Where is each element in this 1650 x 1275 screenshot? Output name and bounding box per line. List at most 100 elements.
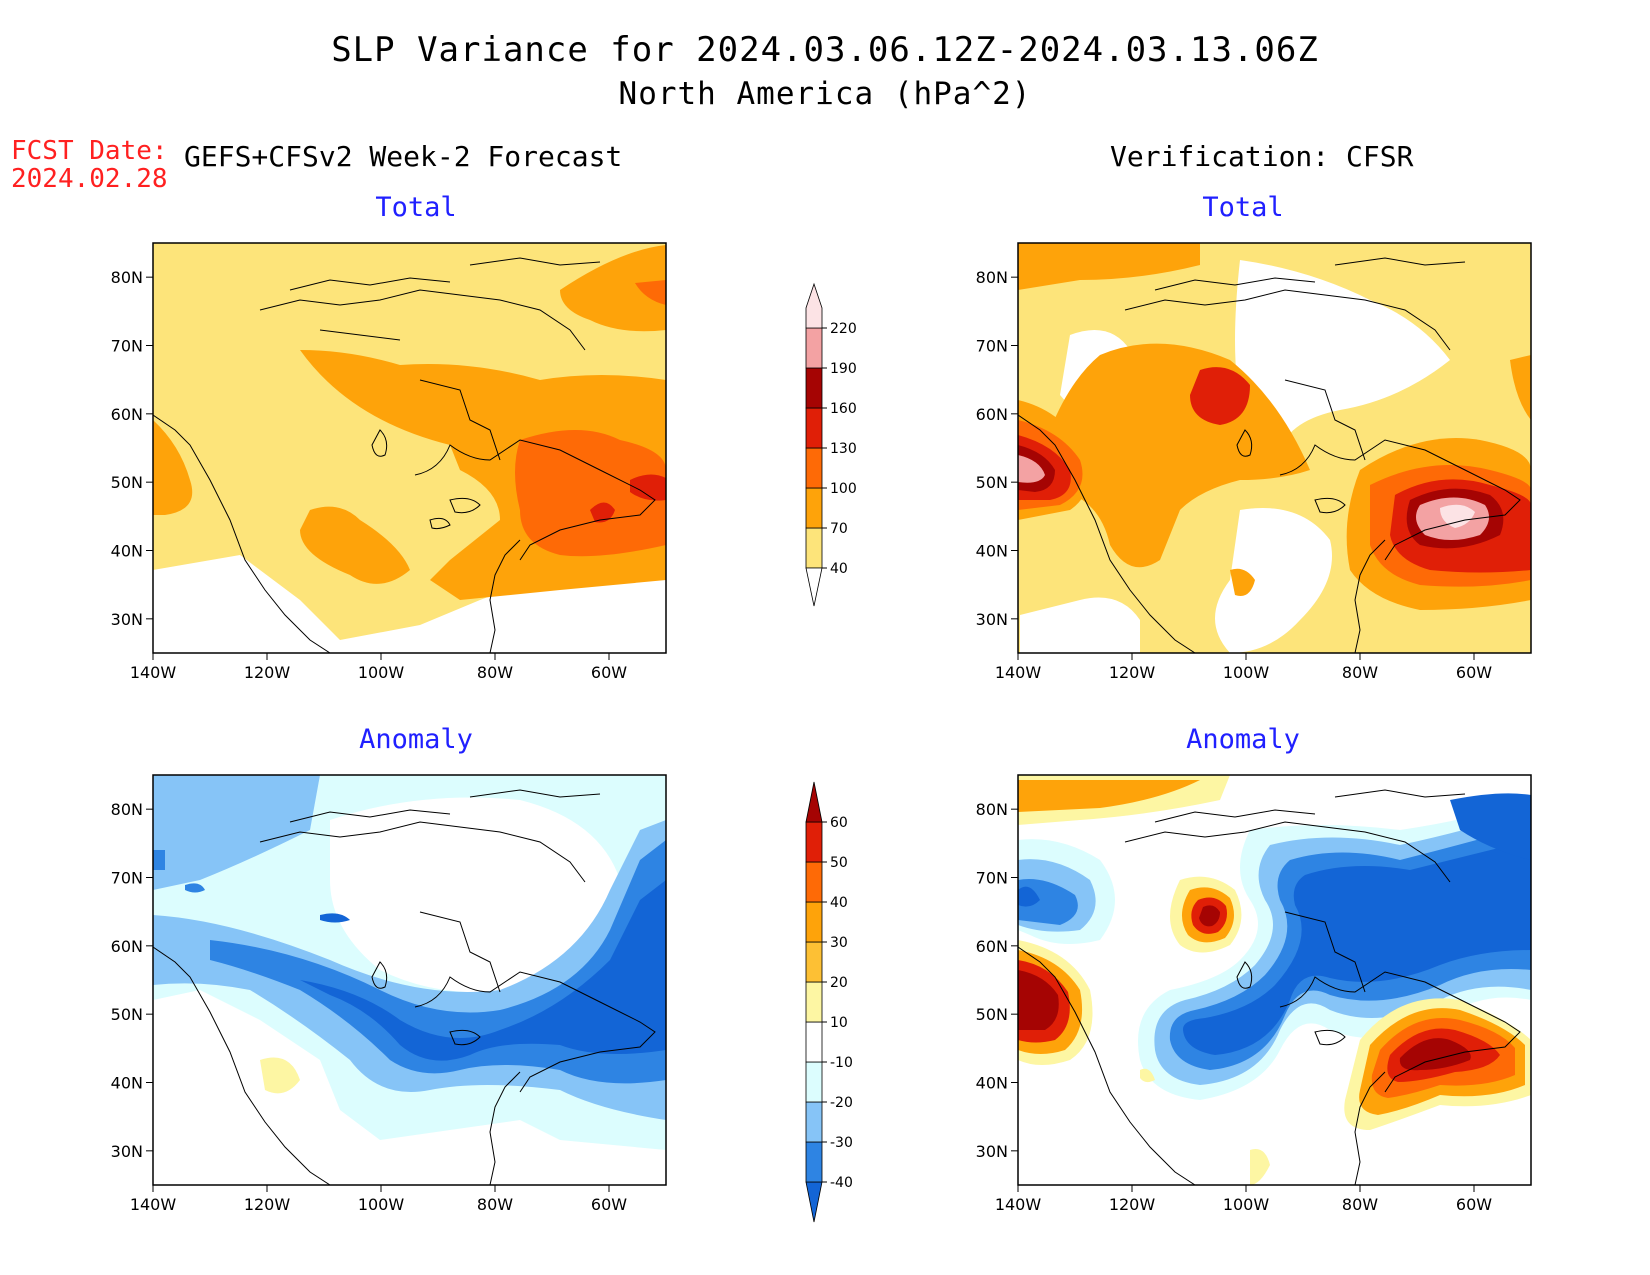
colorbar-label: 10	[830, 1015, 848, 1031]
lat-tick-label: 50N	[976, 1005, 1008, 1024]
fcst-date-label: FCST Date:	[11, 136, 168, 166]
colorbar-segment	[805, 447, 823, 489]
lon-tick-label: 80W	[1342, 663, 1378, 682]
colorbar-label: -10	[830, 1055, 853, 1071]
lon-tick-label: 60W	[591, 663, 627, 682]
colorbar-segment	[805, 861, 823, 903]
lon-tick-label: 60W	[1456, 1195, 1492, 1214]
forecast-total-axes: 80N 70N 60N 50N 40N 30N 140W 120W 100W 80W 60W	[111, 268, 628, 682]
lat-tick-label: 60N	[976, 405, 1008, 424]
lon-tick-label: 100W	[358, 663, 405, 682]
colorbar-label: 160	[830, 401, 857, 417]
colorbar-label: 60	[830, 815, 848, 831]
lat-tick-label: 50N	[111, 473, 143, 492]
lat-tick-label: 80N	[111, 800, 143, 819]
colorbar-label: 30	[830, 935, 848, 951]
lon-tick-label: 80W	[1342, 1195, 1378, 1214]
colorbar-label: 130	[830, 441, 857, 457]
forecast-anomaly-axes: 80N 70N 60N 50N 40N 30N 140W 120W 100W 80W 60W	[111, 800, 628, 1214]
forecast-column-header: GEFS+CFSv2 Week-2 Forecast	[184, 140, 623, 173]
colorbar-label: 40	[830, 561, 848, 577]
colorbar-label: -40	[830, 1175, 853, 1191]
colorbar-segment	[805, 1061, 823, 1103]
colorbar-segment	[805, 941, 823, 983]
lat-tick-label: 50N	[976, 473, 1008, 492]
lat-tick-label: 80N	[976, 800, 1008, 819]
lon-tick-label: 60W	[1456, 663, 1492, 682]
figure-title: SLP Variance for 2024.03.06.12Z-2024.03.…	[331, 30, 1319, 70]
lon-tick-label: 80W	[477, 1195, 513, 1214]
colorbar-segment	[805, 901, 823, 943]
colorbar-top-arrow	[805, 781, 823, 823]
colorbar-label: 70	[830, 521, 848, 537]
lon-tick-label: 60W	[591, 1195, 627, 1214]
lon-tick-label: 120W	[1109, 663, 1156, 682]
verification-anomaly-map	[1017, 774, 1532, 1186]
colorbar-bottom-arrow	[805, 1181, 823, 1223]
verification-column-header: Verification: CFSR	[1110, 140, 1414, 173]
lon-tick-label: 140W	[995, 1195, 1042, 1214]
colorbar-segment	[805, 1021, 823, 1063]
lon-tick-label: 140W	[130, 663, 177, 682]
lat-tick-label: 80N	[976, 268, 1008, 287]
colorbar-bottom-arrow	[805, 567, 823, 607]
lat-tick-label: 60N	[111, 405, 143, 424]
colorbar-segment	[805, 1141, 823, 1183]
colorbar-segment	[805, 1101, 823, 1143]
forecast-total-map	[152, 242, 667, 654]
colorbar-top-arrow	[805, 282, 823, 329]
colorbar-segment	[805, 821, 823, 863]
lat-tick-label: 40N	[976, 1074, 1008, 1093]
colorbar-segment	[805, 981, 823, 1023]
lon-tick-label: 120W	[1109, 1195, 1156, 1214]
colorbar-segment	[805, 367, 823, 409]
lat-tick-label: 30N	[111, 610, 143, 629]
forecast-total-title: Total	[375, 192, 457, 223]
lon-tick-label: 120W	[244, 1195, 291, 1214]
forecast-anomaly-map	[152, 774, 667, 1186]
colorbar-label: -20	[830, 1095, 853, 1111]
colorbar-label: 220	[830, 321, 857, 337]
forecast-anomaly-title: Anomaly	[359, 724, 473, 755]
colorbar-segment	[805, 407, 823, 449]
lon-tick-label: 140W	[995, 663, 1042, 682]
colorbar-label: 190	[830, 361, 857, 377]
colorbar-label: 100	[830, 481, 857, 497]
lat-tick-label: 60N	[111, 937, 143, 956]
lon-tick-label: 120W	[244, 663, 291, 682]
lon-tick-label: 100W	[1223, 1195, 1270, 1214]
lat-tick-label: 30N	[976, 610, 1008, 629]
lat-tick-label: 30N	[976, 1142, 1008, 1161]
lon-tick-label: 80W	[477, 663, 513, 682]
figure-subtitle: North America (hPa^2)	[618, 76, 1032, 112]
lat-tick-label: 70N	[976, 337, 1008, 356]
colorbar-segment	[805, 327, 823, 369]
lon-tick-label: 100W	[358, 1195, 405, 1214]
lat-tick-label: 60N	[976, 937, 1008, 956]
lat-tick-label: 70N	[976, 869, 1008, 888]
colorbar-label: -30	[830, 1135, 853, 1151]
lon-tick-label: 140W	[130, 1195, 177, 1214]
colorbar-segment	[805, 527, 823, 569]
lat-tick-label: 40N	[111, 542, 143, 561]
lat-tick-label: 40N	[976, 542, 1008, 561]
verification-total-axes: 80N 70N 60N 50N 40N 30N 140W 120W 100W 80W 60W	[976, 268, 1493, 682]
colorbar-label: 40	[830, 895, 848, 911]
lon-tick-label: 100W	[1223, 663, 1270, 682]
fcst-date-value: 2024.02.28	[11, 164, 168, 194]
verification-total-title: Total	[1202, 192, 1284, 223]
lat-tick-label: 70N	[111, 337, 143, 356]
verification-anomaly-axes: 80N 70N 60N 50N 40N 30N 140W 120W 100W 80W 60W	[976, 800, 1493, 1214]
verification-total-map	[1017, 242, 1532, 654]
anomaly-colorbar: -40 -30 -20 -10 10 20 30 40 50 60	[805, 781, 853, 1223]
verification-anomaly-title: Anomaly	[1186, 724, 1300, 755]
colorbar-label: 20	[830, 975, 848, 991]
colorbar-segment	[805, 487, 823, 529]
lat-tick-label: 40N	[111, 1074, 143, 1093]
lat-tick-label: 50N	[111, 1005, 143, 1024]
lat-tick-label: 70N	[111, 869, 143, 888]
total-colorbar: 40 70 100 130 160 190 220	[805, 282, 857, 607]
lat-tick-label: 80N	[111, 268, 143, 287]
colorbar-label: 50	[830, 855, 848, 871]
